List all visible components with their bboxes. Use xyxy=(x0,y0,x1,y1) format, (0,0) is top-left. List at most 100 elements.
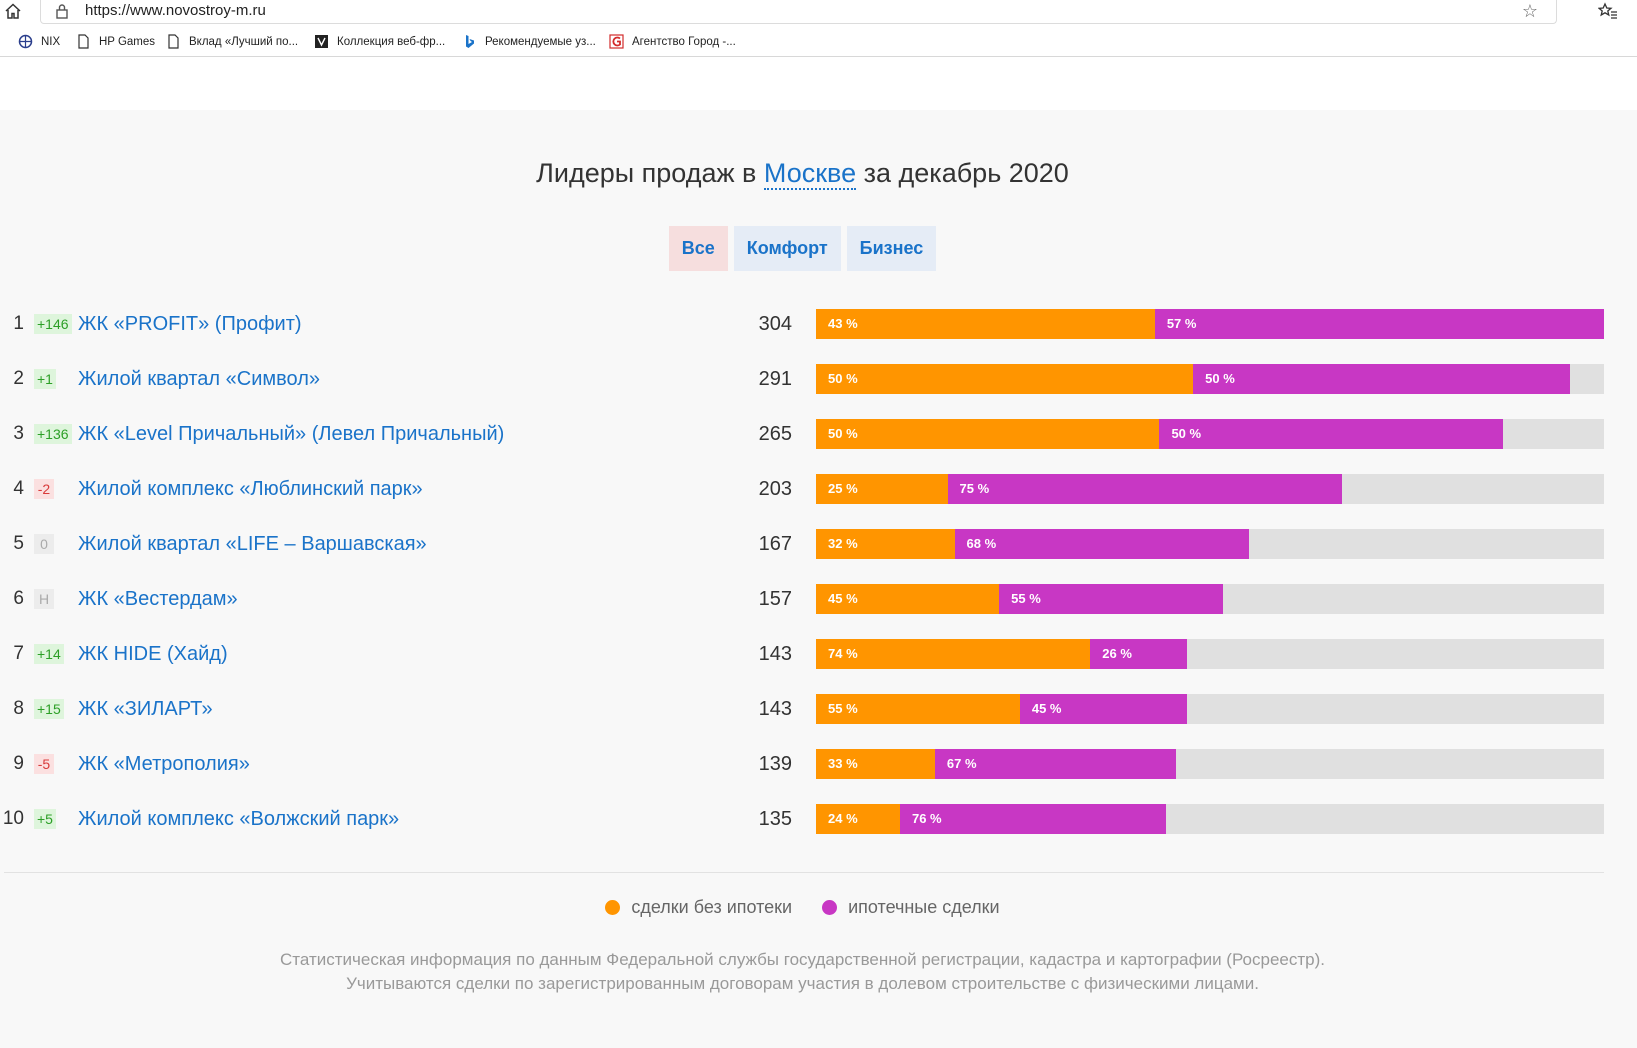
rank-change-badge: +146 xyxy=(34,314,72,334)
complex-link[interactable]: ЖК «ЗИЛАРТ» xyxy=(78,698,213,720)
complex-link[interactable]: Жилой квартал «LIFE – Варшавская» xyxy=(78,533,427,555)
collection-icon xyxy=(314,34,329,49)
bar-segment-cash: 50 % xyxy=(816,364,1194,394)
rank-number: 1 xyxy=(13,313,24,334)
nix-icon xyxy=(18,34,33,49)
deals-note: Учитываются сделки по зарегистрированным… xyxy=(346,974,1259,993)
bar-segment-mortgage: 45 % xyxy=(1019,694,1187,724)
bar-segment-mortgage: 75 % xyxy=(947,474,1343,504)
rank-number: 7 xyxy=(13,643,24,664)
rank-change-badge: +136 xyxy=(34,424,72,444)
bar-segment-mortgage: 55 % xyxy=(999,584,1223,614)
bookmark-hp-games[interactable]: HP Games xyxy=(76,34,155,49)
legend-mortgage-dot xyxy=(822,900,838,915)
rank-change-badge: +1 xyxy=(34,369,56,389)
rank-change-badge: +5 xyxy=(34,809,56,829)
bookmark-vklad[interactable]: Вклад «Лучший по... xyxy=(166,34,298,49)
page-icon xyxy=(76,34,91,49)
bookmark-collection[interactable]: Коллекция веб-фр... xyxy=(314,34,445,49)
leader-row: 1 +146 ЖК «PROFIT» (Профит) 304 43 % 57 % xyxy=(0,308,1637,340)
legend-cash: сделки без ипотеки xyxy=(605,897,792,918)
leader-row: 9 -5 ЖК «Метрополия» 139 33 % 67 % xyxy=(0,748,1637,780)
complex-link[interactable]: ЖК HIDE (Хайд) xyxy=(78,643,228,665)
leader-row: 8 +15 ЖК «ЗИЛАРТ» 143 55 % 45 % xyxy=(0,693,1637,725)
bookmark-nix[interactable]: NIX xyxy=(18,34,60,49)
bookmark-label: Рекомендуемые уз... xyxy=(485,35,596,48)
home-icon[interactable] xyxy=(4,2,22,20)
rank-number: 9 xyxy=(13,753,24,774)
class-filter-tabs: Все Комфорт Бизнес xyxy=(0,226,1605,271)
rank-change-badge: -2 xyxy=(34,479,54,499)
deals-bar: 25 % 75 % xyxy=(816,474,1604,504)
bar-segment-mortgage: 67 % xyxy=(934,749,1177,779)
deals-count: 135 xyxy=(758,808,792,830)
deals-bar: 74 % 26 % xyxy=(816,639,1604,669)
title-prefix: Лидеры продаж в xyxy=(536,158,757,188)
bar-segment-mortgage: 50 % xyxy=(1159,419,1503,449)
leader-row: 5 0 Жилой квартал «LIFE – Варшавская» 167 32… xyxy=(0,528,1637,560)
leader-row: 6 Н ЖК «Вестердам» 157 45 % 55 % xyxy=(0,583,1637,615)
tab-comfort[interactable]: Комфорт xyxy=(733,226,841,271)
leader-row: 10 +5 Жилой комплекс «Волжский парк» 135 24 … xyxy=(0,803,1637,835)
deals-count: 143 xyxy=(758,643,792,665)
leader-row: 3 +136 ЖК «Level Причальный» (Левел Причал… xyxy=(0,418,1637,450)
bar-segment-cash: 50 % xyxy=(816,419,1160,449)
deals-bar: 55 % 45 % xyxy=(816,694,1604,724)
deals-count: 143 xyxy=(758,698,792,720)
legend: сделки без ипотеки ипотечные сделки xyxy=(0,897,1605,918)
city-selector[interactable]: Москве xyxy=(763,158,857,190)
rank-number: 10 xyxy=(2,808,24,829)
complex-link[interactable]: ЖК «PROFIT» (Профит) xyxy=(78,313,302,335)
bookmark-recommended[interactable]: Рекомендуемые уз... xyxy=(462,34,596,49)
bar-segment-cash: 32 % xyxy=(816,529,955,559)
deals-bar: 45 % 55 % xyxy=(816,584,1604,614)
leader-row: 7 +14 ЖК HIDE (Хайд) 143 74 % 26 % xyxy=(0,638,1637,670)
favorites-list-icon[interactable] xyxy=(1598,2,1618,20)
complex-link[interactable]: Жилой комплекс «Люблинский парк» xyxy=(78,478,423,500)
rank-number: 6 xyxy=(13,588,24,609)
legend-cash-dot xyxy=(605,900,621,915)
rank-change-badge: Н xyxy=(34,589,54,609)
bookmark-gorod[interactable]: Агентство Город -... xyxy=(609,34,736,49)
browser-toolbar: https://www.novostroy-m.ru ☆ xyxy=(0,0,1637,26)
bar-segment-cash: 25 % xyxy=(816,474,948,504)
rank-number: 4 xyxy=(13,478,24,499)
complex-link[interactable]: Жилой квартал «Символ» xyxy=(78,368,320,390)
tab-business[interactable]: Бизнес xyxy=(846,226,937,271)
rank-change-badge: 0 xyxy=(34,534,54,554)
bing-icon xyxy=(462,34,477,49)
source-note: Статистическая информация по данным Феде… xyxy=(280,950,1325,969)
complex-link[interactable]: ЖК «Вестердам» xyxy=(78,588,238,610)
leader-row: 2 +1 Жилой квартал «Символ» 291 50 % 50 % xyxy=(0,363,1637,395)
rank-number: 2 xyxy=(13,368,24,389)
divider xyxy=(4,872,1604,873)
rank-change-badge: -5 xyxy=(34,754,54,774)
legend-mortgage-label: ипотечные сделки xyxy=(848,897,1000,917)
page-title: Лидеры продаж в Москве за декабрь 2020 xyxy=(0,158,1605,190)
deals-bar: 24 % 76 % xyxy=(816,804,1604,834)
rank-change-badge: +14 xyxy=(34,644,64,664)
complex-link[interactable]: ЖК «Метрополия» xyxy=(78,753,250,775)
deals-bar: 43 % 57 % xyxy=(816,309,1604,339)
gorod-icon xyxy=(609,34,624,49)
deals-count: 203 xyxy=(758,478,792,500)
deals-count: 291 xyxy=(758,368,792,390)
address-bar[interactable]: https://www.novostroy-m.ru ☆ xyxy=(40,0,1557,24)
bar-segment-mortgage: 57 % xyxy=(1154,309,1604,339)
complex-link[interactable]: ЖК «Level Причальный» (Левел Причальный) xyxy=(78,423,505,445)
bar-segment-cash: 74 % xyxy=(816,639,1091,669)
deals-bar: 33 % 67 % xyxy=(816,749,1604,779)
bar-segment-mortgage: 76 % xyxy=(899,804,1166,834)
bookmark-label: HP Games xyxy=(99,35,156,48)
bar-segment-cash: 45 % xyxy=(816,584,1000,614)
rank-number: 3 xyxy=(13,423,24,444)
deals-bar: 32 % 68 % xyxy=(816,529,1604,559)
bar-segment-cash: 43 % xyxy=(816,309,1155,339)
tab-all[interactable]: Все xyxy=(668,226,728,271)
bookmark-label: NIX xyxy=(41,35,61,48)
bar-segment-mortgage: 26 % xyxy=(1090,639,1187,669)
bar-segment-cash: 55 % xyxy=(816,694,1020,724)
bookmark-label: Вклад «Лучший по... xyxy=(189,35,299,48)
favorite-star-icon[interactable]: ☆ xyxy=(1521,1,1538,21)
complex-link[interactable]: Жилой комплекс «Волжский парк» xyxy=(78,808,400,830)
